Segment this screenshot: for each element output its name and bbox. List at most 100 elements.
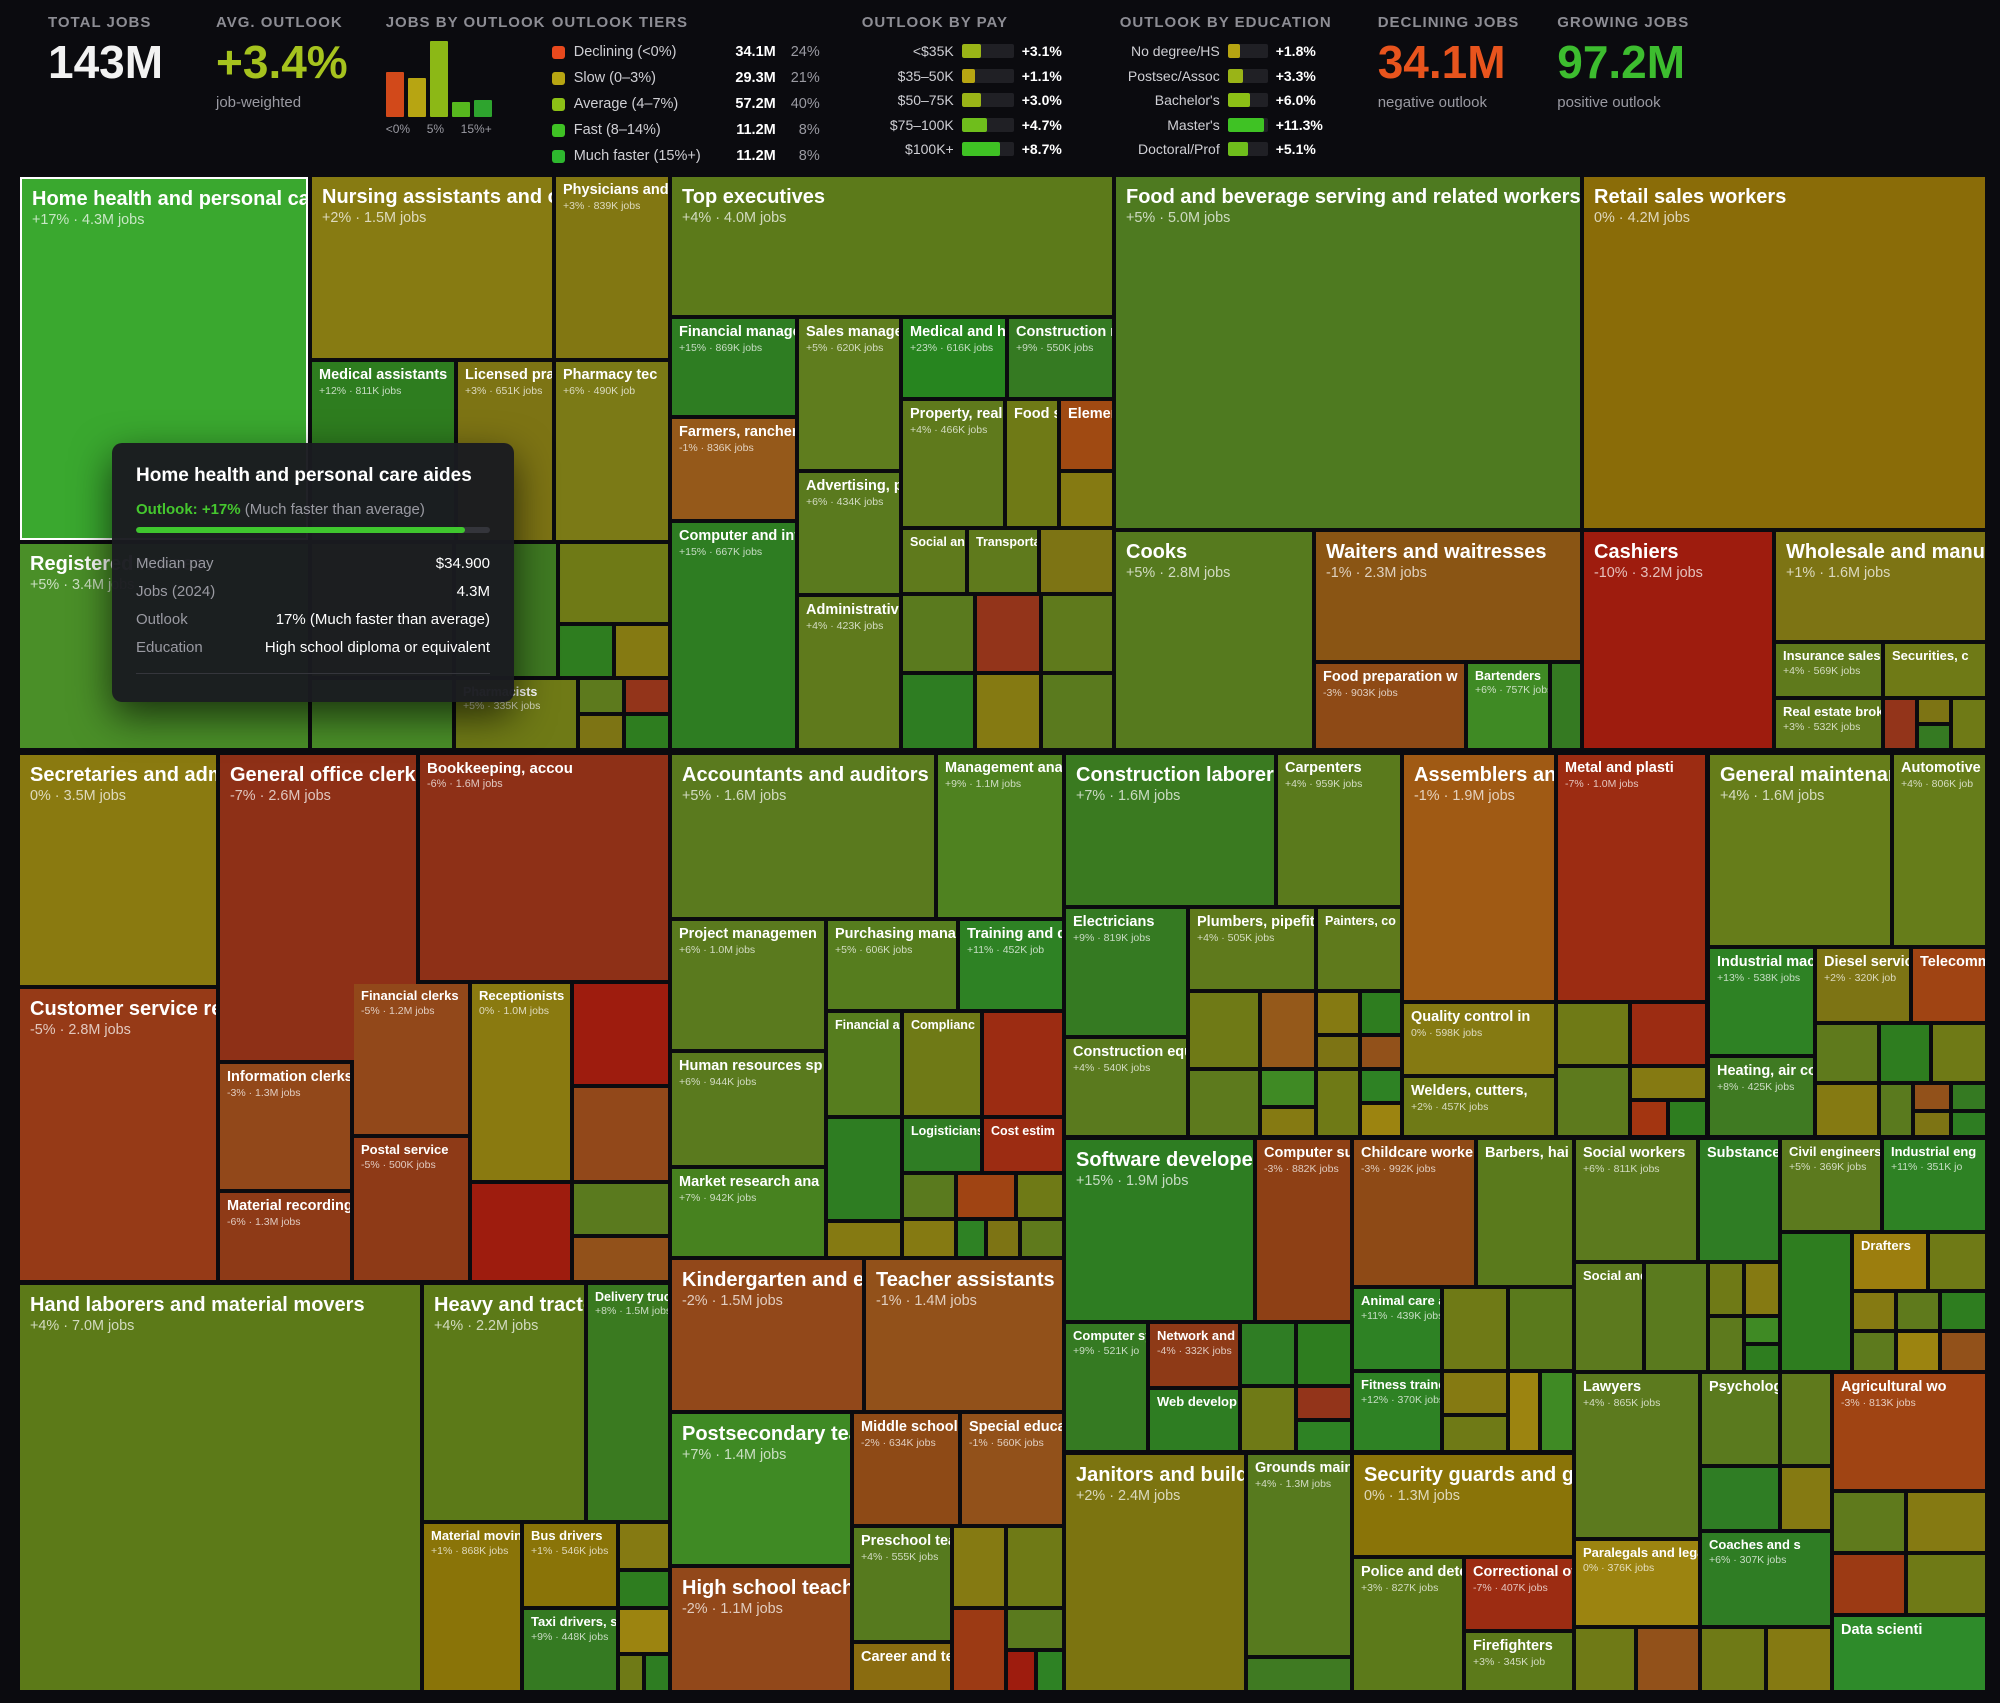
tile-unlabeled[interactable] [1298,1388,1350,1418]
tile-cost-estim[interactable]: Cost estim [984,1119,1062,1171]
tile-unlabeled[interactable] [1953,700,1985,748]
tile-unlabeled[interactable] [1552,664,1580,748]
tile-teacher-assistants[interactable]: Teacher assistants -1% · 1.4M jobs [866,1260,1062,1410]
tile-paralegals-and-lega[interactable]: Paralegals and lega 0% · 376K jobs [1576,1541,1698,1625]
tile-unlabeled[interactable] [1834,1555,1904,1613]
tile-kindergarten-and-elen[interactable]: Kindergarten and elen -2% · 1.5M jobs [672,1260,862,1410]
tile-construction-equip[interactable]: Construction equip+4% · 540K jobs [1066,1039,1186,1135]
tile-bookkeeping-accou[interactable]: Bookkeeping, accou -6% · 1.6M jobs [420,755,668,980]
tile-automotive-s[interactable]: Automotive s +4% · 806K job [1894,755,1985,945]
tile-unlabeled[interactable] [574,984,668,1084]
tile-unlabeled[interactable] [1953,1085,1985,1109]
tile-computer-and-infor[interactable]: Computer and infor+15% · 667K jobs [672,523,795,748]
tile-computer-sy[interactable]: Computer sy +9% · 521K jo [1066,1324,1146,1450]
tile-unlabeled[interactable] [472,1184,570,1280]
tile-unlabeled[interactable] [1043,596,1112,671]
tile-unlabeled[interactable] [1702,1629,1764,1690]
tile-unlabeled[interactable] [1746,1318,1778,1342]
tile-unlabeled[interactable] [574,1238,668,1280]
tile-unlabeled[interactable] [1782,1234,1850,1370]
tile-unlabeled[interactable] [1908,1555,1985,1613]
tile-civil-engineers[interactable]: Civil engineers +5% · 369K jobs [1782,1140,1880,1230]
tile-police-and-detec[interactable]: Police and detec+3% · 827K jobs [1354,1559,1462,1690]
tile-unlabeled[interactable] [977,596,1039,671]
tile-unlabeled[interactable] [560,544,668,622]
tile-childcare-workers[interactable]: Childcare workers-3% · 992K jobs [1354,1140,1474,1285]
tile-carpenters[interactable]: Carpenters +4% · 959K jobs [1278,755,1400,905]
tile-material-recording-cl[interactable]: Material recording cl-6% · 1.3M jobs [220,1193,350,1280]
tile-unlabeled[interactable] [1702,1468,1778,1529]
tile-wholesale-and-manufac[interactable]: Wholesale and manufac +1% · 1.6M jobs [1776,532,1985,640]
tile-unlabeled[interactable] [1262,1071,1314,1105]
tile-unlabeled[interactable] [1632,1102,1666,1135]
tile-construction-r[interactable]: Construction r +9% · 550K jobs [1009,319,1112,397]
tile-unlabeled[interactable] [1018,1175,1062,1217]
tile-unlabeled[interactable] [1558,1004,1628,1064]
tile-unlabeled[interactable] [1817,1025,1877,1081]
tile-unlabeled[interactable] [1558,1068,1628,1135]
tile-elementar[interactable]: Elementar [1061,401,1112,469]
tile-heating-air-co[interactable]: Heating, air co +8% · 425K jobs [1710,1058,1813,1135]
tile-cooks[interactable]: Cooks +5% · 2.8M jobs [1116,532,1312,748]
tile-electricians[interactable]: Electricians +9% · 819K jobs [1066,909,1186,1035]
tile-industrial-mach[interactable]: Industrial mach+13% · 538K jobs [1710,949,1813,1054]
tile-training-and-d[interactable]: Training and d +11% · 452K job [960,921,1062,1009]
tile-nursing-assistants-and-or[interactable]: Nursing assistants and or +2% · 1.5M jobs [312,177,552,358]
tile-unlabeled[interactable] [646,1656,668,1690]
tile-unlabeled[interactable] [580,716,622,748]
tile-social-workers[interactable]: Social workers +6% · 811K jobs [1576,1140,1696,1260]
tile-high-school-teachers[interactable]: High school teachers -2% · 1.1M jobs [672,1568,850,1690]
tile-unlabeled[interactable] [1898,1293,1938,1329]
tile-unlabeled[interactable] [1782,1468,1830,1529]
tile-psycholog[interactable]: Psycholog [1702,1374,1778,1464]
tile-quality-control-in[interactable]: Quality control in 0% · 598K jobs [1404,1004,1554,1074]
tile-unlabeled[interactable] [1248,1659,1350,1690]
tile-unlabeled[interactable] [1576,1629,1634,1690]
tile-unlabeled[interactable] [620,1610,668,1652]
tile-unlabeled[interactable] [1008,1610,1062,1648]
tile-janitors-and-building[interactable]: Janitors and building +2% · 2.4M jobs [1066,1455,1244,1690]
tile-unlabeled[interactable] [1008,1652,1034,1690]
tile-unlabeled[interactable] [1444,1373,1506,1413]
tile-unlabeled[interactable] [1510,1289,1572,1369]
tile-unlabeled[interactable] [904,1175,954,1217]
tile-unlabeled[interactable] [1262,1109,1314,1135]
tile-substance[interactable]: Substance [1700,1140,1778,1260]
tile-unlabeled[interactable] [1318,993,1358,1033]
tile-delivery-truck-driv[interactable]: Delivery truck driv+8% · 1.5M jobs [588,1285,668,1520]
tile-financial-managers[interactable]: Financial managers+15% · 869K jobs [672,319,795,415]
tile-unlabeled[interactable] [1043,675,1112,748]
tile-medical-and-hea[interactable]: Medical and hea+23% · 616K jobs [903,319,1005,397]
tile-food-servic[interactable]: Food servic [1007,401,1057,526]
tile-unlabeled[interactable] [1919,726,1949,748]
tile-unlabeled[interactable] [626,716,668,748]
tile-diesel-service[interactable]: Diesel service+2% · 320K job [1817,949,1909,1021]
tile-unlabeled[interactable] [1670,1102,1705,1135]
tile-unlabeled[interactable] [1362,1071,1400,1101]
tile-unlabeled[interactable] [1041,530,1112,592]
tile-unlabeled[interactable] [620,1524,668,1568]
tile-administrative-s[interactable]: Administrative s+4% · 423K jobs [799,597,899,748]
tile-unlabeled[interactable] [1510,1373,1538,1450]
tile-unlabeled[interactable] [1444,1289,1506,1369]
tile-logisticians[interactable]: Logisticians [904,1119,980,1171]
tile-unlabeled[interactable] [1782,1374,1830,1464]
tile-unlabeled[interactable] [1930,1234,1985,1289]
tile-secretaries-and-administrat[interactable]: Secretaries and administrat 0% · 3.5M job… [20,755,216,985]
tile-unlabeled[interactable] [1638,1629,1698,1690]
tile-retail-sales-workers[interactable]: Retail sales workers 0% · 4.2M jobs [1584,177,1985,528]
tile-project-managemen[interactable]: Project managemen +6% · 1.0M jobs [672,921,824,1049]
tile-transporta[interactable]: Transporta [969,530,1037,592]
tile-unlabeled[interactable] [1038,1652,1062,1690]
tile-unlabeled[interactable] [1362,993,1400,1033]
tile-unlabeled[interactable] [1834,1493,1904,1551]
tile-unlabeled[interactable] [1942,1333,1985,1370]
tile-bus-drivers[interactable]: Bus drivers +1% · 546K jobs [524,1524,616,1606]
tile-social-and[interactable]: Social and [1576,1264,1642,1370]
tile-unlabeled[interactable] [1061,473,1112,526]
tile-unlabeled[interactable] [958,1221,984,1256]
tile-unlabeled[interactable] [1242,1324,1294,1384]
tile-security-guards-and-gam[interactable]: Security guards and gam 0% · 1.3M jobs [1354,1455,1572,1555]
tile-painters-co[interactable]: Painters, co [1318,909,1400,989]
tile-unlabeled[interactable] [1710,1264,1742,1314]
